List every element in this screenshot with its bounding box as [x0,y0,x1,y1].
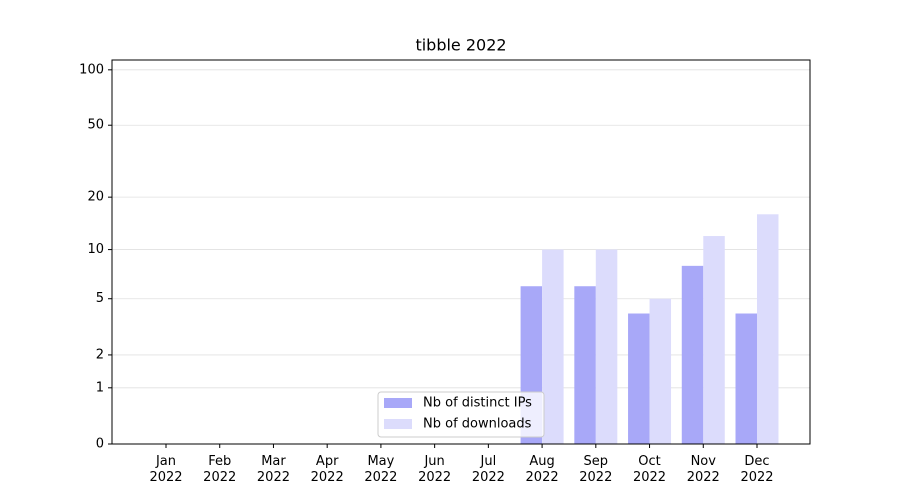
bar [649,298,672,444]
x-tick-label: Dec 2022 [740,454,773,485]
plot-frame [111,59,811,445]
bar [542,249,564,444]
x-tick-label: Mar 2022 [257,454,290,485]
legend-label: Nb of downloads [423,417,532,432]
bar [757,214,779,444]
legend-swatch [384,398,412,408]
bar [595,249,618,444]
bar [681,265,704,444]
y-tick-label: 20 [87,190,104,205]
x-tick-label: Sep 2022 [579,454,612,485]
x-tick-label: Aug 2022 [526,454,559,485]
y-tick-label: 2 [96,347,104,362]
x-tick-label: Oct 2022 [633,454,666,485]
x-tick-label: Jul 2022 [472,454,505,485]
y-tick-label: 100 [79,62,104,77]
y-tick-label: 0 [96,437,104,452]
y-tick-label: 50 [87,118,104,133]
bar [703,236,725,444]
y-tick-label: 10 [87,242,104,257]
x-tick-label: Nov 2022 [687,454,720,485]
bar [574,286,596,444]
chart-title: tibble 2022 [415,36,506,55]
y-tick-label: 5 [96,291,104,306]
x-tick-label: Feb 2022 [203,454,236,485]
x-tick-label: Apr 2022 [311,454,344,485]
x-tick-label: Jan 2022 [149,454,182,485]
legend-label: Nb of distinct IPs [423,396,532,411]
bar [735,313,757,444]
bar [628,313,650,444]
y-tick-label: 1 [96,380,104,395]
x-tick-label: May 2022 [364,454,397,485]
legend-swatch [384,419,412,429]
x-tick-label: Jun 2022 [418,454,451,485]
legend-box [377,391,545,438]
